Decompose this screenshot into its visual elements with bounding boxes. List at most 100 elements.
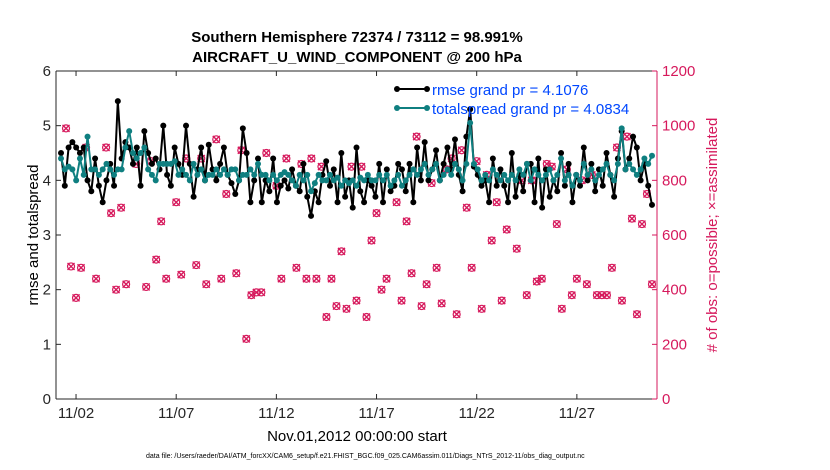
obs-possible-point <box>282 154 291 163</box>
rmse-point <box>535 155 542 162</box>
obs-possible-point <box>392 198 401 207</box>
obs-possible-point <box>322 312 331 322</box>
spread-point <box>622 166 629 173</box>
spread-point <box>141 144 148 151</box>
rmse-point <box>266 188 273 195</box>
rmse-point <box>69 139 76 146</box>
rmse-point <box>285 185 292 192</box>
obs-possible-point <box>572 274 581 283</box>
rmse-point <box>588 160 595 167</box>
y-tick-label: 3 <box>43 227 51 244</box>
spread-point <box>251 171 258 178</box>
obs-possible-point <box>492 198 501 207</box>
spread-point <box>641 155 648 162</box>
spread-point <box>334 174 341 181</box>
obs-assimilated-point <box>622 132 631 141</box>
spread-point <box>648 152 655 159</box>
obs-assimilated-point <box>77 263 86 272</box>
obs-assimilated-point <box>637 220 646 229</box>
obs-possible-point <box>277 274 286 283</box>
obs-possible-point <box>617 296 627 305</box>
rmse-point <box>531 199 538 206</box>
obs-assimilated-point <box>437 299 446 308</box>
spread-point <box>255 160 262 167</box>
spread-point <box>179 166 186 173</box>
rmse-point <box>580 144 587 151</box>
spread-point <box>626 160 633 167</box>
spread-point <box>217 171 224 178</box>
obs-assimilated-point <box>532 277 541 286</box>
obs-assimilated-point <box>647 280 656 289</box>
spread-point <box>470 160 477 167</box>
rmse-point <box>323 158 330 165</box>
obs-possible-point <box>552 219 561 229</box>
rmse-point <box>251 177 258 184</box>
obs-assimilated-point <box>347 162 356 171</box>
rmse-point <box>160 122 167 129</box>
rmse-point <box>357 188 364 195</box>
spread-point <box>440 171 447 178</box>
spread-point <box>550 177 557 184</box>
y-tick-label: 6 <box>43 63 51 80</box>
rmse-point <box>255 155 262 162</box>
spread-point <box>236 177 243 184</box>
obs-possible-point <box>202 280 211 289</box>
rmse-point <box>467 106 474 113</box>
spread-point <box>126 128 133 135</box>
y2-axis-label: # of obs: o=possible; ×=assimilated <box>704 118 721 353</box>
obs-possible-point <box>637 219 647 229</box>
spread-point <box>73 177 80 184</box>
obs-assimilated-point <box>277 274 286 283</box>
legend: rmse grand pr = 4.1076 totalspread grand… <box>394 82 629 118</box>
obs-possible-point <box>362 312 371 322</box>
obs-possible-point <box>101 143 111 152</box>
spread-point <box>459 177 466 184</box>
rmse-point <box>281 177 288 184</box>
spread-point <box>84 133 91 140</box>
y2-tick-label: 0 <box>662 391 670 408</box>
obs-assimilated-point <box>302 274 311 283</box>
spread-point <box>595 171 602 178</box>
spread-point <box>224 171 231 178</box>
rmse-point <box>561 182 568 189</box>
rmse-point <box>84 177 91 184</box>
spread-point <box>444 166 451 173</box>
rmse-point <box>300 160 307 167</box>
legend-rmse-label: rmse grand pr = 4.1076 <box>432 82 588 99</box>
spread-point <box>376 171 383 178</box>
spread-point <box>243 171 250 178</box>
spread-point <box>618 125 625 132</box>
obs-possible-point <box>597 291 607 300</box>
y-tick-label: 2 <box>43 282 51 299</box>
spread-point <box>323 177 330 184</box>
legend-rmse-marker-right <box>424 86 430 92</box>
obs-assimilated-point <box>102 143 111 152</box>
obs-assimilated-point <box>122 280 131 289</box>
legend-rmse-marker-left <box>394 86 400 92</box>
obs-possible-point <box>377 285 386 294</box>
spread-point <box>614 160 621 167</box>
obs-assimilated-point <box>152 255 161 264</box>
obs-possible-point <box>417 301 426 311</box>
rmse-point <box>58 150 65 156</box>
obs-assimilated-point <box>462 203 471 212</box>
rmse-point <box>630 133 637 140</box>
rmse-point <box>330 166 337 173</box>
spread-point <box>152 177 159 184</box>
obs-possible-point <box>152 255 161 264</box>
spread-point <box>577 177 584 184</box>
rmse-point <box>637 177 644 184</box>
rmse-point <box>603 150 610 156</box>
spread-point <box>183 171 190 178</box>
obs-possible-point <box>222 189 231 199</box>
rmse-point <box>565 160 572 167</box>
rmse-point <box>440 160 447 167</box>
obs-possible-point <box>212 135 221 144</box>
rmse-point <box>73 144 80 151</box>
rmse-point <box>334 199 341 206</box>
obs-assimilated-point <box>382 274 391 283</box>
spread-point <box>175 171 182 178</box>
obs-assimilated-point <box>417 302 426 311</box>
obs-possible-point <box>557 304 566 313</box>
rmse-point <box>152 155 159 162</box>
